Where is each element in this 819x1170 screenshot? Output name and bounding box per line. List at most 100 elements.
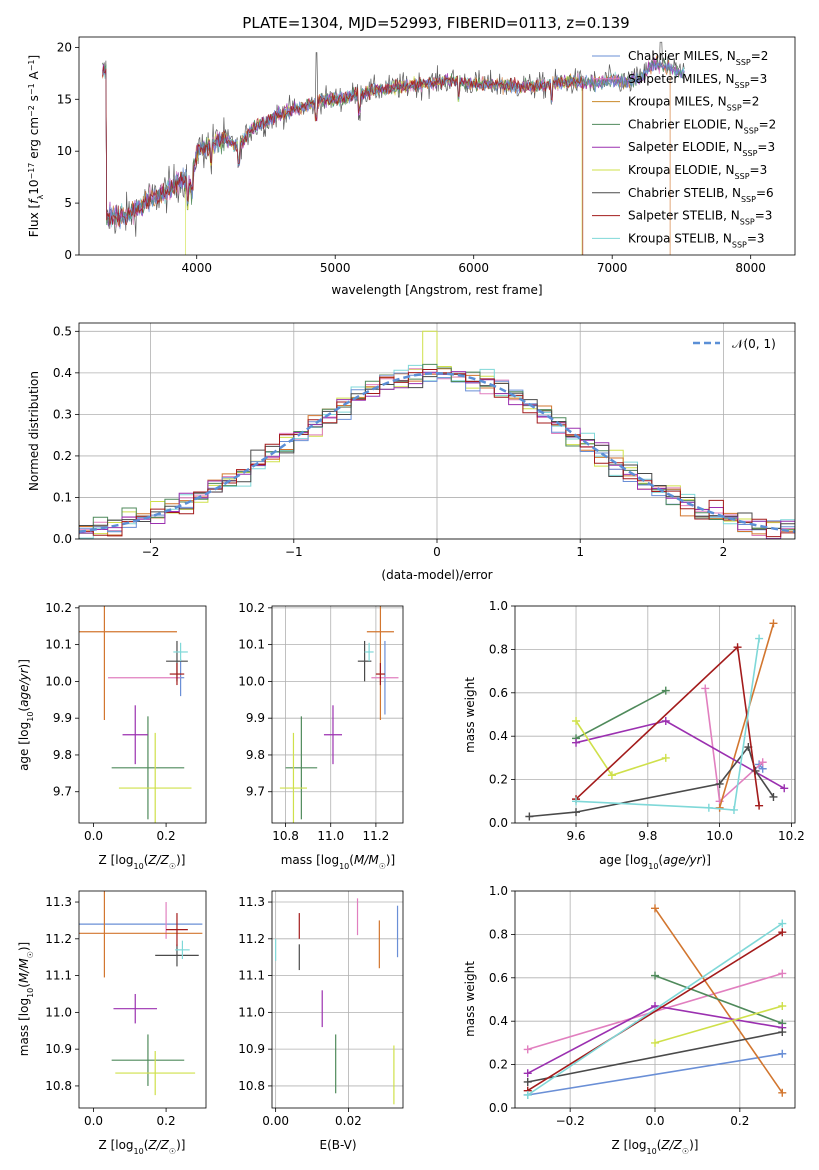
- y-tick-label: 10.1: [238, 638, 265, 652]
- y-tick-label: 10.1: [45, 638, 72, 652]
- weight-age-panel-plot: [525, 619, 789, 821]
- y-tick-label: 11.2: [45, 932, 72, 946]
- x-tick-label: 11.0: [317, 829, 344, 843]
- x-axis-label: Z [log10(Z/Z☉)]: [612, 1138, 699, 1156]
- axes-frame: [514, 605, 796, 824]
- errorbar-point: [166, 913, 188, 947]
- x-tick-label: 0.0: [84, 829, 103, 843]
- histogram-salpeter-stelib: [79, 369, 795, 538]
- series-marker: [715, 779, 724, 788]
- x-tick-label: 7000: [597, 261, 628, 275]
- series-line: [527, 922, 783, 1096]
- y-tick-label: 0.1: [53, 490, 72, 504]
- weight-age-panel: 9.6 9.8 10.0 10.2 0.0 0.2 0.4 0.6 0.8 1.0: [489, 599, 805, 843]
- y-tick-label: 9.7: [246, 785, 265, 799]
- errorbar-point: [111, 1034, 185, 1086]
- y-tick-label: 10.0: [238, 674, 265, 688]
- errorbar-point: [115, 1050, 196, 1096]
- y-axis-label: mass weight: [463, 961, 477, 1037]
- axes-frame: [78, 36, 796, 256]
- y-axis-label: mass [log10(M/M☉)]: [17, 942, 35, 1057]
- series-marker: [755, 801, 764, 810]
- normal-curve: [79, 372, 795, 533]
- y-tick-label: 10.2: [238, 601, 265, 615]
- x-tick-label: −1: [285, 545, 303, 559]
- series-marker: [769, 619, 778, 628]
- y-tick-label: 9.9: [246, 711, 265, 725]
- weight-z-panel-plot: [523, 904, 787, 1099]
- x-axis-label: mass [log10(M/M☉)]: [281, 853, 396, 871]
- x-tick-label: 6000: [458, 261, 489, 275]
- series-line: [529, 745, 775, 818]
- x-tick-label: 0.00: [262, 1114, 289, 1128]
- series-marker: [607, 771, 616, 780]
- x-axis-label: Z [log10(Z/Z☉)]: [99, 1138, 186, 1156]
- errorbar-point: [111, 716, 185, 820]
- x-tick-label: 5000: [320, 261, 351, 275]
- legend-label: Salpeter STELIB, NSSP=3: [628, 209, 772, 227]
- x-tick-label: 0.2: [157, 829, 176, 843]
- spectrum-line-chabrier-stelib: [102, 41, 685, 237]
- y-tick-label: 0.2: [489, 1058, 508, 1072]
- y-tick-label: 10.8: [238, 1079, 265, 1093]
- series-marker: [651, 904, 659, 913]
- series-marker: [780, 784, 789, 793]
- axes-frame: [78, 605, 207, 824]
- age-z-panel-plot: [79, 606, 192, 823]
- legend-label: Chabrier ELODIE, NSSP=2: [628, 117, 776, 135]
- y-tick-label: 0.4: [489, 729, 508, 743]
- y-tick-label: 9.9: [53, 711, 72, 725]
- mass-z-panel: 0.0 0.2 10.8 10.9 11.0 11.1 11.2 11.3: [45, 890, 207, 1128]
- x-tick-label: 0.0: [645, 1114, 664, 1128]
- series-marker: [778, 928, 787, 937]
- legend: Chabrier MILES, NSSP=2 Salpeter MILES, NS…: [592, 49, 776, 249]
- y-tick-label: 11.2: [238, 932, 265, 946]
- y-tick-label: 11.3: [238, 895, 265, 909]
- y-tick-label: 9.8: [246, 748, 265, 762]
- spectrum-panel-plot: [102, 41, 685, 255]
- y-tick-label: 5: [64, 196, 72, 210]
- y-tick-label: 11.1: [45, 969, 72, 983]
- y-tick-label: 11.1: [238, 969, 265, 983]
- series-marker: [525, 812, 534, 821]
- series-marker: [651, 1038, 659, 1047]
- y-tick-label: 0.5: [53, 324, 72, 338]
- y-tick-label: 0.2: [53, 449, 72, 463]
- series-marker: [572, 797, 581, 806]
- series-marker: [572, 738, 581, 747]
- x-tick-label: 0: [433, 545, 441, 559]
- series-line: [575, 638, 760, 811]
- y-tick-label: 11.0: [238, 1005, 265, 1019]
- y-tick-label: 15: [57, 92, 72, 106]
- series-marker: [661, 753, 670, 762]
- y-tick-label: 0.6: [489, 686, 508, 700]
- errorbar-point: [79, 606, 177, 721]
- y-tick-label: 11.3: [45, 895, 72, 909]
- figure-title: PLATE=1304, MJD=52993, FIBERID=0113, z=0…: [242, 14, 629, 32]
- legend-label: Salpeter MILES, NSSP=3: [628, 72, 767, 90]
- x-tick-label: 0.0: [84, 1114, 103, 1128]
- mass-ebv-panel: 0.00 0.02 10.8 10.9 11.0 11.1 11.2 11.3: [238, 890, 404, 1128]
- series-line: [527, 1031, 783, 1083]
- errorbar-point: [173, 642, 188, 662]
- series-marker: [769, 792, 778, 801]
- y-tick-label: 10.9: [238, 1042, 265, 1056]
- mass-z-panel-plot: [79, 891, 203, 1096]
- errorbar-point: [113, 993, 158, 1024]
- y-tick-label: 1.0: [489, 599, 508, 613]
- x-tick-label: 9.8: [638, 829, 657, 843]
- mass-ebv-panel-plot: [275, 898, 399, 1105]
- y-tick-label: 0.0: [489, 1101, 508, 1115]
- y-axis-label: Normed distribution: [27, 371, 41, 491]
- series-marker: [778, 1049, 787, 1058]
- spectrum-line-chabrier-miles: [102, 59, 685, 230]
- age-z-panel: 0.0 0.2 9.7 9.8 9.9 10.0 10.1 10.2: [45, 601, 207, 843]
- y-tick-label: 11.0: [45, 1005, 72, 1019]
- x-axis-label: age [log10(age/yr)]: [599, 853, 711, 871]
- series-line: [654, 907, 783, 1094]
- legend-label: Salpeter ELODIE, NSSP=3: [628, 140, 775, 158]
- x-tick-label: 1: [576, 545, 584, 559]
- x-tick-label: 0.2: [157, 1114, 176, 1128]
- errorbar-point: [323, 705, 343, 765]
